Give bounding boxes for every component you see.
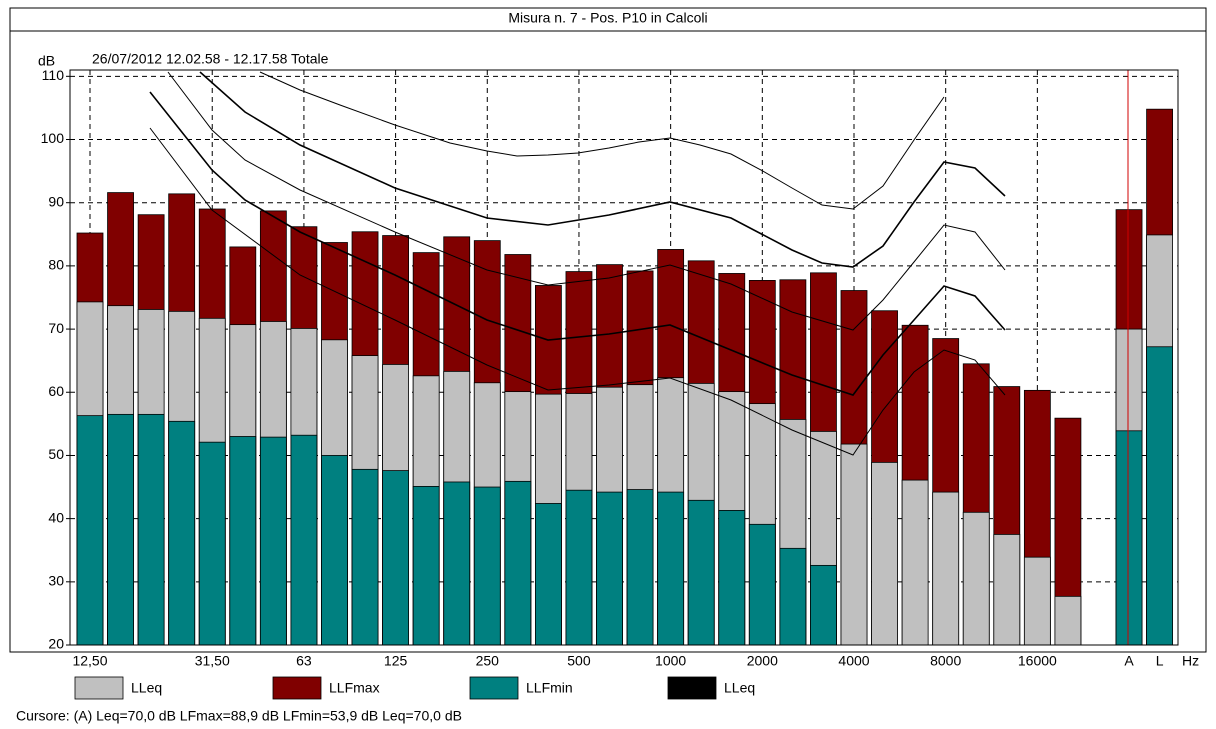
curves	[149, 71, 1006, 456]
x-tick-label: L	[1156, 653, 1164, 669]
x-tick-label: 125	[384, 653, 408, 669]
bar	[321, 455, 348, 646]
x-tick-label: 2000	[747, 653, 778, 669]
bar	[901, 479, 929, 646]
chart-title: Misura n. 7 - Pos. P10 in Calcoli	[508, 10, 707, 26]
bar	[443, 481, 471, 646]
bar	[382, 470, 410, 646]
curve	[149, 127, 1006, 456]
bar	[412, 486, 440, 646]
legend-swatch	[74, 676, 124, 700]
bar	[76, 415, 104, 646]
x-tick-label: 250	[476, 653, 500, 669]
bar	[840, 443, 868, 646]
y-tick-label: 50	[48, 446, 64, 462]
x-axis-label: Hz	[1182, 653, 1199, 669]
x-tick-label: 1000	[655, 653, 686, 669]
bar	[932, 491, 960, 646]
bar	[871, 461, 898, 646]
bar	[137, 413, 165, 646]
bar	[779, 547, 807, 646]
bar	[351, 468, 379, 646]
curve	[259, 71, 945, 210]
bar	[718, 510, 746, 646]
legend-swatch	[469, 676, 519, 700]
x-tick-label: A	[1124, 653, 1134, 669]
x-tick-label: 31,50	[195, 653, 230, 669]
bar	[687, 499, 715, 646]
legend-label: LLeq	[724, 680, 755, 696]
x-tick-label: 16000	[1018, 653, 1057, 669]
frame	[9, 7, 1207, 653]
curve	[199, 71, 1006, 268]
bar	[565, 489, 593, 646]
bar	[657, 491, 685, 646]
bar	[1054, 595, 1082, 646]
curve	[149, 91, 1006, 396]
legend-label: LLeq	[131, 680, 162, 696]
bar	[198, 441, 226, 646]
y-tick-label: 30	[48, 573, 64, 589]
bar	[535, 503, 562, 646]
y-axis-label: dB	[38, 53, 55, 69]
x-tick-label: 12,50	[72, 653, 107, 669]
cursor-readout: Cursore: (A) Leq=70,0 dB LFmax=88,9 dB L…	[16, 708, 462, 724]
bar	[229, 436, 257, 646]
curve	[167, 71, 1006, 331]
bar	[168, 420, 196, 646]
y-tick-label: 80	[48, 257, 64, 273]
bar	[1146, 346, 1173, 646]
bar	[259, 436, 287, 646]
bar	[473, 486, 501, 646]
bars	[76, 108, 1173, 646]
plot-frame	[69, 69, 1179, 646]
bar	[993, 534, 1021, 646]
x-tick-label: 63	[296, 653, 312, 669]
bar	[596, 491, 623, 646]
bar	[626, 489, 654, 646]
legend-swatch	[272, 676, 322, 700]
bar	[1115, 430, 1143, 646]
legend-label: LLFmax	[329, 680, 380, 696]
legend-swatch	[667, 676, 717, 700]
x-tick-label: 4000	[838, 653, 869, 669]
y-tick-label: 20	[48, 636, 64, 652]
legend-label: LLFmin	[526, 680, 573, 696]
bar	[290, 434, 318, 646]
y-tick-label: 60	[48, 383, 64, 399]
bar	[504, 480, 532, 646]
y-tick-label: 70	[48, 320, 64, 336]
x-tick-label: 8000	[930, 653, 961, 669]
bar	[1023, 556, 1051, 646]
chart-subtitle: 26/07/2012 12.02.58 - 12.17.58 Totale	[92, 51, 329, 67]
y-tick-label: 100	[41, 130, 65, 146]
y-tick-label: 110	[42, 67, 65, 83]
bar	[748, 523, 776, 646]
y-tick-label: 40	[48, 509, 64, 525]
bar	[962, 511, 990, 646]
y-tick-label: 90	[48, 193, 64, 209]
x-tick-label: 500	[567, 653, 591, 669]
bar	[107, 413, 134, 646]
bar	[810, 564, 837, 646]
